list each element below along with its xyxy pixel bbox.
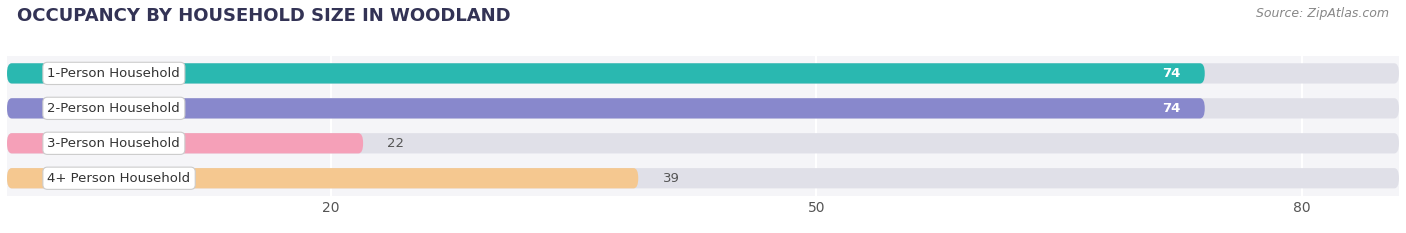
- Text: 39: 39: [662, 172, 679, 185]
- FancyBboxPatch shape: [7, 63, 1205, 83]
- Text: 4+ Person Household: 4+ Person Household: [48, 172, 191, 185]
- FancyBboxPatch shape: [7, 63, 1399, 83]
- Text: 74: 74: [1163, 102, 1181, 115]
- FancyBboxPatch shape: [7, 98, 1205, 118]
- FancyBboxPatch shape: [7, 133, 1399, 153]
- Text: 1-Person Household: 1-Person Household: [48, 67, 180, 80]
- FancyBboxPatch shape: [7, 133, 363, 153]
- FancyBboxPatch shape: [7, 168, 1399, 188]
- Text: 74: 74: [1163, 67, 1181, 80]
- FancyBboxPatch shape: [7, 98, 1399, 118]
- Text: 22: 22: [388, 137, 405, 150]
- Text: OCCUPANCY BY HOUSEHOLD SIZE IN WOODLAND: OCCUPANCY BY HOUSEHOLD SIZE IN WOODLAND: [17, 7, 510, 25]
- FancyBboxPatch shape: [7, 168, 638, 188]
- Text: Source: ZipAtlas.com: Source: ZipAtlas.com: [1256, 7, 1389, 20]
- Text: 3-Person Household: 3-Person Household: [48, 137, 180, 150]
- Text: 2-Person Household: 2-Person Household: [48, 102, 180, 115]
